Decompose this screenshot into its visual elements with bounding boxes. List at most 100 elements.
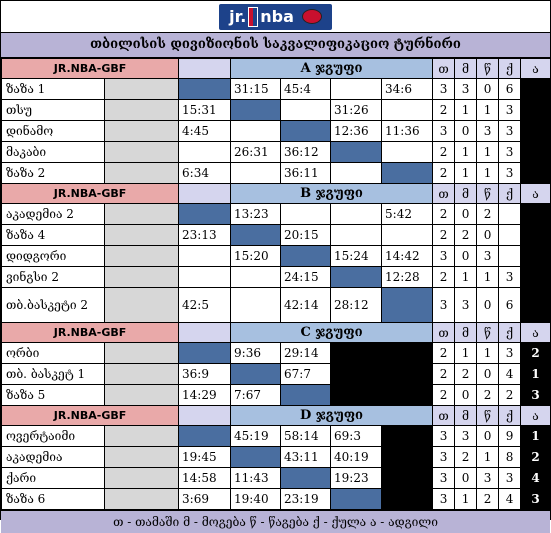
standings-table: JR.NBA-GBF A ჯგუფი თ მ წ ქ ა ზაზა 1 31:15 45:4 34:… [0,58,551,510]
team-row: აკადემია 2 13:23 5:42 2 0 2 [1,203,551,225]
score-cell [381,141,434,163]
place-cell: 1 [520,425,551,447]
stat-cell: 3 [432,120,456,142]
score-cell [381,467,434,489]
stat-cell: 2 [432,162,456,184]
spacer-cell [103,78,180,100]
score-cell: 34:6 [381,78,434,100]
diagonal-cell [178,78,232,100]
column-header-a: ა [520,322,551,343]
score-cell: 28:12 [330,287,383,323]
column-header-m: მ [454,58,478,79]
stat-cell: 3 [454,78,478,100]
score-cell: 31:15 [230,78,282,100]
column-header-q: ქ [498,322,522,343]
score-cell: 31:26 [330,99,383,121]
stat-cell: 0 [476,224,500,246]
score-cell: 40:19 [330,446,383,468]
column-header-w: წ [476,183,500,204]
place-cell [520,266,551,288]
diagonal-cell [230,224,282,246]
score-cell: 29:14 [280,342,332,364]
diagonal-cell [230,99,282,121]
column-header-m: მ [454,183,478,204]
stat-cell: 6 [498,78,522,100]
logo-text-right: nba [260,7,294,26]
team-row: თსუ 15:31 31:26 2 1 1 3 [1,99,551,121]
group-label: JR.NBA-GBF [0,183,180,204]
team-row: დიდგორი 15:20 15:24 14:42 3 0 3 [1,245,551,267]
group-header-row: JR.NBA-GBF C ჯგუფი თ მ წ ქ ა [0,322,551,343]
diagonal-cell [330,266,383,288]
stat-cell: 2 [498,384,522,406]
score-cell: 20:15 [280,224,332,246]
spacer-cell [103,141,180,163]
score-cell: 36:12 [280,141,332,163]
stat-cell: 3 [498,266,522,288]
spacer-cell [103,384,180,406]
stat-cell: 2 [454,363,478,385]
group-name: A ჯგუფი [230,58,434,79]
score-cell: 11:36 [381,120,434,142]
score-cell: 11:43 [230,467,282,489]
column-header-q: ქ [498,405,522,426]
score-cell [330,363,383,385]
score-cell [230,162,282,184]
stat-cell: 2 [476,488,500,510]
score-cell: 19:45 [178,446,232,468]
team-name: ზაზა 1 [1,78,105,100]
team-row: ზაზა 1 31:15 45:4 34:6 3 3 0 6 [1,78,551,100]
place-cell: 3 [520,488,551,510]
team-row: ზაზა 2 6:34 36:11 2 1 1 3 [1,162,551,184]
score-cell [178,141,232,163]
team-name: ორბი [1,342,105,364]
stat-cell: 0 [476,425,500,447]
stat-cell: 3 [498,342,522,364]
place-cell: 1 [520,363,551,385]
stat-cell: 2 [432,141,456,163]
score-cell: 23:13 [178,224,232,246]
nba-logoman-icon [248,6,259,27]
spacer-cell [103,488,180,510]
stat-cell: 3 [498,141,522,163]
column-header-t: თ [432,58,456,79]
place-cell [520,78,551,100]
group-name: D ჯგუფი [230,405,434,426]
stat-cell: 3 [454,425,478,447]
stat-cell: 3 [432,446,456,468]
team-name: დიდგორი [1,245,105,267]
stat-cell: 3 [498,162,522,184]
group-label: JR.NBA-GBF [0,405,180,426]
score-cell [381,488,434,510]
score-cell: 6:34 [178,162,232,184]
place-cell [520,203,551,225]
stat-cell: 2 [432,363,456,385]
group-label: JR.NBA-GBF [0,58,180,79]
spacer-cell [103,99,180,121]
stat-cell: 4 [498,363,522,385]
spacer-cell [103,467,180,489]
group-header-spacer [178,58,232,79]
score-cell [381,384,434,406]
place-cell [520,141,551,163]
column-header-a: ა [520,58,551,79]
score-cell [330,203,383,225]
stat-cell: 1 [454,99,478,121]
stat-cell: 2 [476,203,500,225]
score-cell: 14:58 [178,467,232,489]
stat-cell: 2 [432,266,456,288]
header-logo-bar: jr. nba [1,1,550,32]
logo-text-left: jr. [229,7,247,26]
score-cell: 36:9 [178,363,232,385]
stat-cell: 1 [476,266,500,288]
stat-cell: 1 [476,162,500,184]
column-header-t: თ [432,405,456,426]
stat-cell: 3 [432,245,456,267]
score-cell: 58:14 [280,425,332,447]
team-row: აკადემია 19:45 43:11 40:19 3 2 1 8 2 [1,446,551,468]
stat-cell: 6 [498,287,522,323]
score-cell: 7:67 [230,384,282,406]
stat-cell: 2 [476,384,500,406]
diagonal-cell [330,488,383,510]
score-cell [280,203,332,225]
